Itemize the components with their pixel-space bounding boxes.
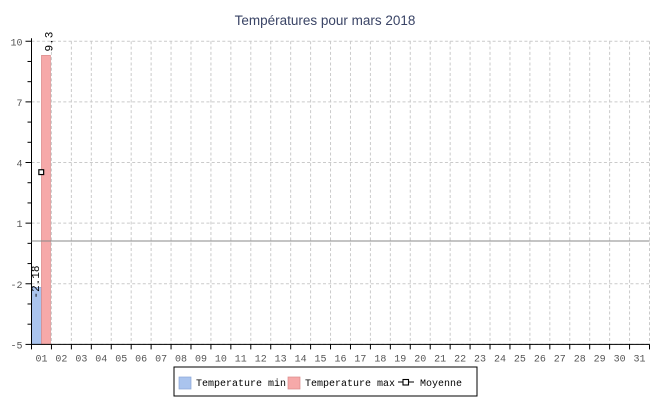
svg-text:30: 30	[614, 354, 626, 365]
svg-text:01: 01	[35, 354, 47, 365]
svg-text:13: 13	[275, 354, 287, 365]
svg-text:28: 28	[574, 354, 586, 365]
svg-text:07: 07	[155, 354, 167, 365]
svg-text:27: 27	[554, 354, 566, 365]
svg-text:29: 29	[594, 354, 606, 365]
svg-text:Températures pour mars 2018: Températures pour mars 2018	[235, 13, 416, 28]
svg-text:Moyenne: Moyenne	[420, 379, 462, 390]
svg-text:23: 23	[474, 354, 486, 365]
svg-text:16: 16	[334, 354, 346, 365]
svg-text:12: 12	[255, 354, 267, 365]
svg-text:10: 10	[215, 354, 227, 365]
svg-text:25: 25	[514, 354, 526, 365]
svg-text:14: 14	[295, 354, 307, 365]
svg-text:19: 19	[394, 354, 406, 365]
svg-text:22: 22	[454, 354, 466, 365]
svg-text:1: 1	[16, 220, 22, 231]
svg-text:20: 20	[414, 354, 426, 365]
svg-text:17: 17	[354, 354, 366, 365]
svg-text:Temperature max: Temperature max	[305, 379, 395, 390]
svg-text:06: 06	[135, 354, 147, 365]
svg-text:10: 10	[10, 38, 22, 49]
svg-text:18: 18	[374, 354, 386, 365]
svg-text:Temperature min: Temperature min	[196, 378, 286, 390]
svg-text:09: 09	[195, 354, 207, 365]
svg-text:9.3: 9.3	[45, 32, 57, 52]
svg-text:03: 03	[75, 354, 87, 365]
svg-text:05: 05	[115, 354, 127, 365]
svg-text:-5: -5	[10, 341, 22, 352]
svg-text:21: 21	[434, 354, 446, 365]
svg-text:-2: -2	[10, 281, 22, 292]
svg-text:4: 4	[16, 160, 22, 171]
svg-text:15: 15	[315, 354, 327, 365]
svg-text:-2.18: -2.18	[31, 265, 43, 298]
svg-text:24: 24	[494, 354, 506, 365]
svg-text:31: 31	[634, 354, 646, 365]
svg-text:08: 08	[175, 354, 187, 365]
svg-text:11: 11	[235, 354, 247, 365]
svg-text:02: 02	[55, 354, 67, 365]
svg-text:04: 04	[95, 354, 107, 365]
svg-text:26: 26	[534, 354, 546, 365]
svg-text:7: 7	[16, 99, 22, 110]
